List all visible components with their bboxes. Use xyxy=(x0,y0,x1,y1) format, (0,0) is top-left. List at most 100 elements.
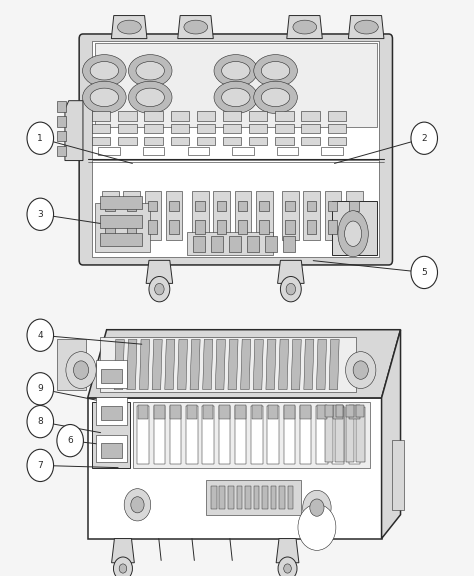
Bar xyxy=(256,191,273,240)
Bar xyxy=(166,191,182,240)
Bar xyxy=(195,201,205,211)
Bar xyxy=(197,137,215,145)
Bar xyxy=(328,124,346,133)
Polygon shape xyxy=(177,339,188,389)
Bar xyxy=(96,360,127,388)
Bar xyxy=(92,137,110,145)
Bar xyxy=(316,406,328,464)
Bar xyxy=(101,406,122,420)
Bar xyxy=(206,480,301,514)
Bar xyxy=(325,191,341,240)
Ellipse shape xyxy=(184,20,208,34)
Bar xyxy=(282,191,299,240)
Bar xyxy=(301,124,320,133)
Text: 8: 8 xyxy=(37,417,43,426)
Polygon shape xyxy=(304,339,314,389)
Bar xyxy=(303,191,320,240)
Circle shape xyxy=(303,490,331,525)
Bar xyxy=(171,124,189,133)
Ellipse shape xyxy=(214,81,257,113)
Bar xyxy=(197,111,215,120)
Circle shape xyxy=(131,497,144,513)
Polygon shape xyxy=(241,339,251,389)
Ellipse shape xyxy=(261,62,290,80)
Bar xyxy=(328,137,346,145)
Bar xyxy=(284,405,295,419)
Bar xyxy=(271,486,276,509)
Bar xyxy=(268,405,278,419)
Bar xyxy=(265,236,277,252)
Ellipse shape xyxy=(254,81,297,113)
Bar xyxy=(238,201,247,211)
Bar xyxy=(143,146,164,155)
Circle shape xyxy=(27,319,54,351)
Bar xyxy=(328,220,337,234)
Bar xyxy=(228,486,234,509)
Text: 3: 3 xyxy=(37,210,43,219)
Bar xyxy=(245,486,251,509)
Bar xyxy=(317,405,327,419)
Bar xyxy=(301,111,320,120)
Polygon shape xyxy=(88,329,401,398)
Bar xyxy=(92,402,130,468)
Bar xyxy=(259,220,269,234)
Bar xyxy=(335,407,344,463)
Bar xyxy=(307,220,316,234)
Polygon shape xyxy=(278,260,304,283)
Bar xyxy=(118,111,137,120)
Polygon shape xyxy=(348,16,384,39)
Bar xyxy=(336,405,343,416)
Bar xyxy=(301,137,320,145)
Bar xyxy=(138,405,148,419)
Bar xyxy=(247,236,259,252)
Bar xyxy=(325,405,333,416)
Bar xyxy=(101,369,122,383)
Circle shape xyxy=(149,276,170,302)
Bar xyxy=(92,160,379,257)
Circle shape xyxy=(281,276,301,302)
Bar xyxy=(127,220,136,234)
Bar xyxy=(101,444,122,458)
Bar xyxy=(285,201,295,211)
Circle shape xyxy=(66,351,96,388)
Text: 2: 2 xyxy=(421,134,427,143)
Bar xyxy=(202,406,214,464)
Text: 6: 6 xyxy=(67,436,73,445)
Bar xyxy=(356,405,364,416)
Text: 4: 4 xyxy=(37,331,43,340)
Text: 1: 1 xyxy=(37,134,43,143)
Bar xyxy=(259,201,269,211)
Bar xyxy=(236,405,246,419)
Bar xyxy=(238,220,247,234)
Circle shape xyxy=(27,122,54,154)
Bar xyxy=(92,111,110,120)
FancyBboxPatch shape xyxy=(79,34,392,265)
Bar xyxy=(95,203,150,252)
Bar xyxy=(170,406,182,464)
Circle shape xyxy=(310,499,324,516)
Polygon shape xyxy=(279,339,289,389)
Bar xyxy=(102,191,118,240)
Bar xyxy=(333,405,343,419)
Circle shape xyxy=(73,361,89,379)
Text: 9: 9 xyxy=(37,384,43,393)
Polygon shape xyxy=(111,539,134,563)
Ellipse shape xyxy=(254,55,297,87)
Polygon shape xyxy=(291,339,301,389)
Polygon shape xyxy=(215,339,226,389)
Circle shape xyxy=(411,256,438,289)
Ellipse shape xyxy=(214,55,257,87)
Bar xyxy=(203,405,213,419)
Bar xyxy=(249,111,267,120)
Ellipse shape xyxy=(221,88,250,107)
Ellipse shape xyxy=(118,20,141,34)
Bar xyxy=(118,137,137,145)
Bar xyxy=(267,406,279,464)
Ellipse shape xyxy=(90,62,118,80)
Bar xyxy=(127,201,136,211)
Bar xyxy=(148,220,157,234)
Bar xyxy=(211,486,217,509)
Polygon shape xyxy=(139,339,150,389)
Bar xyxy=(332,406,344,464)
Bar xyxy=(88,398,382,539)
